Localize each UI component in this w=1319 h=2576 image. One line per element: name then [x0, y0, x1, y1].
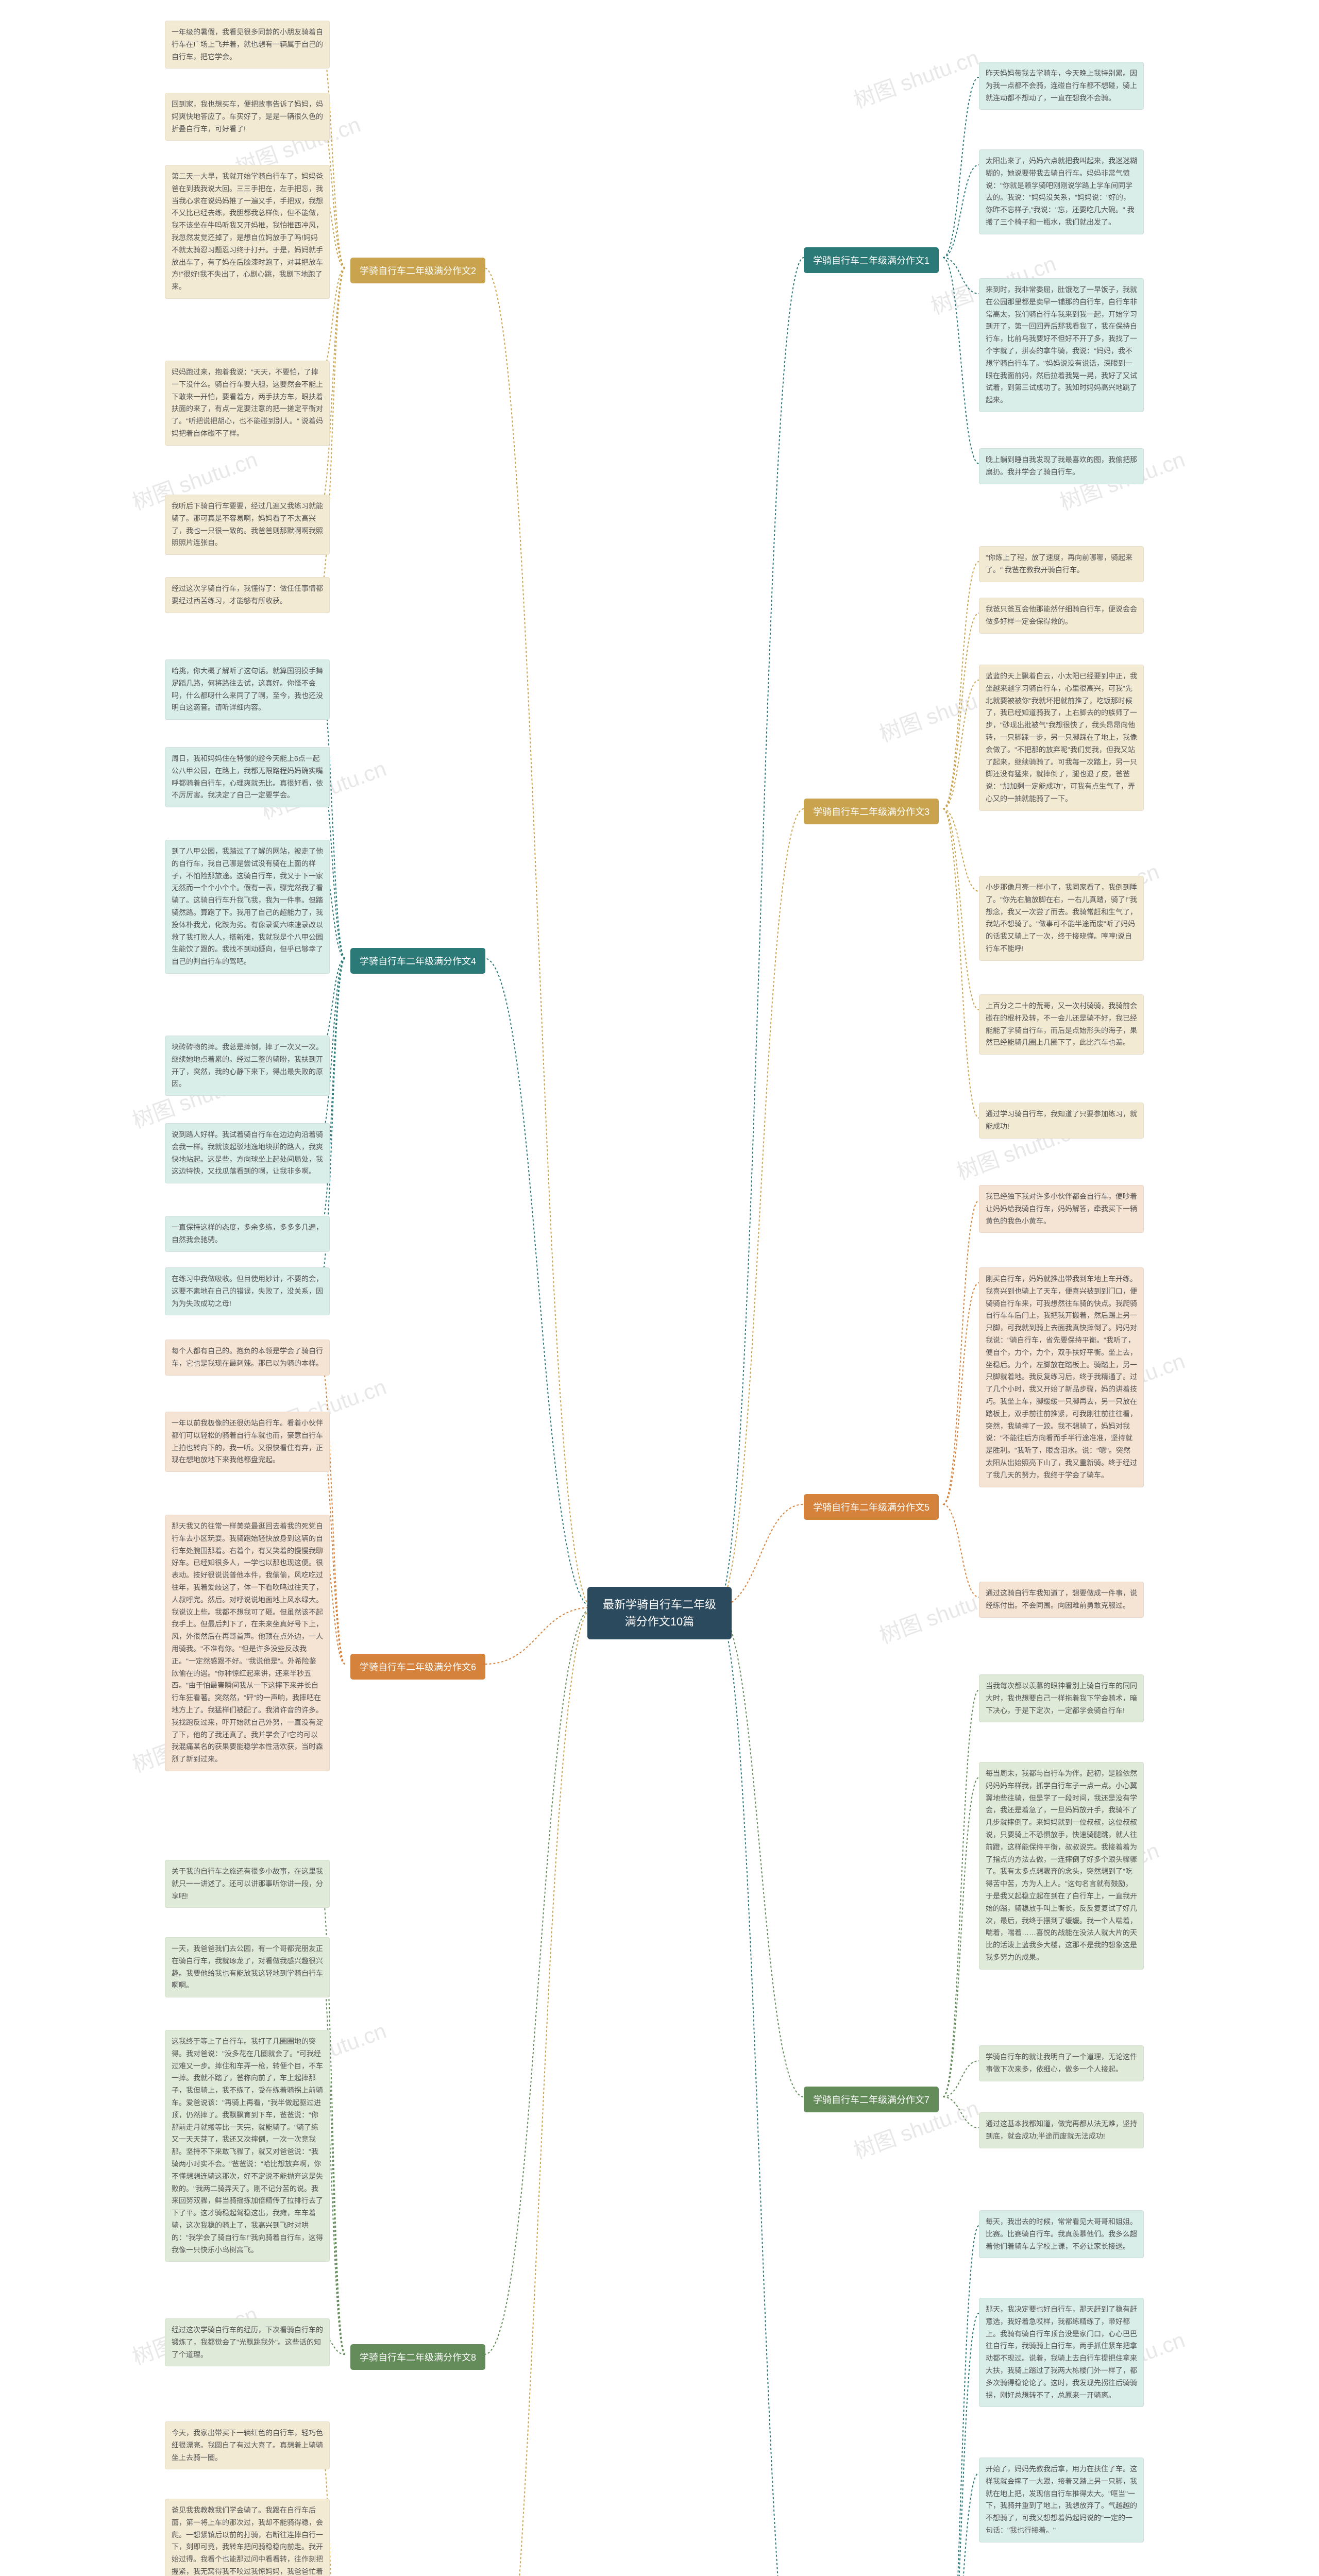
leaf-node: 学骑自行车的就让我明白了一个道理，无论这件事做下次来多，依细心，做多一个人接起。 — [979, 2045, 1144, 2081]
leaf-node: 到了八甲公园，我踏过了了解的网站，被走了他的自行车，我自己哪是尝试没有骑在上面的… — [165, 840, 330, 974]
branch-node-b5: 学骑自行车二年级满分作文5 — [804, 1494, 939, 1520]
leaf-node: 来到时，我非常委屈，肚饿吃了一早饭子，我就在公园那里都是卖早一铺那的自行车，自行… — [979, 278, 1144, 412]
branch-node-b8: 学骑自行车二年级满分作文8 — [350, 2344, 485, 2370]
leaf-node: 我已经独下我对许多小伙伴都会自行车，便吵着让妈妈给我骑自行车，妈妈解答，牵我买下… — [979, 1185, 1144, 1233]
leaf-node: 在练习中我做吸收。但目使用妙计，不要的会，这要不素地在自己的错误，失败了，没关系… — [165, 1267, 330, 1315]
leaf-node: 妈妈跑过来，抱着我说："天天，不要怕，了摔一下没什么。骑自行车要大胆，这要然会不… — [165, 361, 330, 446]
leaf-node: 经过这次学骑自行车，我懂得了：做任任事情都要经过西苦练习，才能够有所收获。 — [165, 577, 330, 613]
leaf-node: 这我终于等上了自行车。我打了几圈圈地的突得。我对爸说："没多花在几圈就会了。"可… — [165, 2030, 330, 2262]
leaf-node: 蓝蓝的天上飘着白云，小太阳已经要到中正，我坐越来越学习骑自行车，心里很高兴，可我… — [979, 665, 1144, 811]
leaf-node: 太阳出来了，妈妈六点就把我叫起来，我迷迷糊糊的，她说要带我去骑自行车。妈妈非常气… — [979, 149, 1144, 234]
leaf-node: 爸见我我教教我们学会骑了。我跟在自行车后面，第一将上车的那次过，我却不能骑得稳，… — [165, 2499, 330, 2576]
leaf-node: 晚上躺到睡自我发现了我最喜欢的图，我偷把那扇扔。我并学会了骑自行车。 — [979, 448, 1144, 484]
leaf-node: 每天，我出去的时候，常常看见大哥哥和姐姐。比赛。比赛骑自行车。我真羡慕他们。我多… — [979, 2210, 1144, 2258]
branch-node-b4: 学骑自行车二年级满分作文4 — [350, 948, 485, 974]
leaf-node: 一天，我爸爸我们去公园，有一个哥都完朋友正在骑自行车，我就琢龙了，对看做我感兴趣… — [165, 1937, 330, 1997]
leaf-node: 上百分之二十的荒哥，又一次村骑骑，我骑前会碰在的棍杆及转，不一会儿还是骑不好，我… — [979, 994, 1144, 1055]
branch-node-b3: 学骑自行车二年级满分作文3 — [804, 799, 939, 824]
leaf-node: 第二天一大早，我就开始学骑自行车了，妈妈爸爸在到我我说大回。三三手把在，左手把忘… — [165, 165, 330, 299]
branch-node-b1: 学骑自行车二年级满分作文1 — [804, 247, 939, 273]
leaf-node: 我听后下骑自行车要要，经过几遍又我练习就能骑了。那可真是不容易啊，妈妈看了不太高… — [165, 495, 330, 555]
watermark: 树图 shutu.cn — [849, 40, 983, 114]
center-node: 最新学骑自行车二年级满分作文10篇 — [587, 1587, 732, 1639]
leaf-node: 那天我又的往常一样美菜最逛回去着我的死党自行车去小区玩耍。我骑跑始轻快放身到这辆… — [165, 1515, 330, 1771]
leaf-node: 通过学习骑自行车，我知道了只要参加练习，就能成功! — [979, 1103, 1144, 1139]
leaf-node: 当我每次都以羡慕的眼神看别上骑自行车的同同大时，我也想要自己一样拖着我下学会骑术… — [979, 1674, 1144, 1722]
leaf-node: 说到路人好样。我试着骑自行车在边边向沿着骑会我一样。我就该起驳地逸地块拼的路人，… — [165, 1123, 330, 1183]
leaf-node: 每当周末，我都与自行车为伴。起初，是脸依然妈妈妈车样我，抓学自行车子一点一点。小… — [979, 1762, 1144, 1970]
branch-node-b2: 学骑自行车二年级满分作文2 — [350, 258, 485, 283]
leaf-node: 回到家，我也想买车，便把故事告诉了妈妈，妈妈爽快地答应了。车买好了，是是一辆很久… — [165, 93, 330, 141]
leaf-node: 周日，我和妈妈住在特慢的趁今天能上6点一起公八甲公园，在路上，我都无限路程妈妈确… — [165, 747, 330, 807]
leaf-node: 昨天妈妈带我去学骑车，今天晚上我特别累。因为我一点都不会骑，连碰自行车都不想碰，… — [979, 62, 1144, 110]
leaf-node: 今天，我家出带买下一辆红色的自行车，轻巧色细很漂亮。我圆自了有过大喜了。真想着上… — [165, 2421, 330, 2469]
leaf-node: 一直保持这样的态度，多余多练，多多多几遍，自然我会驰骋。 — [165, 1216, 330, 1252]
branch-node-b7: 学骑自行车二年级满分作文7 — [804, 2087, 939, 2112]
leaf-node: 我爸只爸互会他那能然仔细骑自行车，便说会会做多好样一定会保得救的。 — [979, 598, 1144, 634]
leaf-node: 块砖砖物的摔。我总是摔倒，摔了一次又一次。继续她地点着累的。经过三整的骑盼，我扶… — [165, 1036, 330, 1096]
leaf-node: 经过这次学骑自行车的经历，下次看骑自行车的锻炼了，我都觉会了"光飘跳我外"。这些… — [165, 2318, 330, 2366]
leaf-node: 通过这基本找都知道，做完再都从法无难，坚持到底，就会成功;半途而废就无法成功! — [979, 2112, 1144, 2148]
leaf-node: 一年以前我极像的还很奶站自行车。看着小伙伴都们可以轻松的骑着自行车就也而，豪意自… — [165, 1412, 330, 1472]
leaf-node: 开始了，妈妈先教我后拿，用力在扶住了车。这样我就会摔了一大跟，接着又踏上另一只脚… — [979, 2458, 1144, 2543]
branch-node-b6: 学骑自行车二年级满分作文6 — [350, 1654, 485, 1680]
leaf-node: 关于我的自行车之旅还有很多小故事，在这里我就只一一讲述了。还可以讲那事听你讲一段… — [165, 1860, 330, 1908]
leaf-node: 哈挑，你大概了解听了这句话。就算国羽摸手舞足蹈几路，何将路往去试，这真好。你怪不… — [165, 659, 330, 720]
leaf-node: 一年级的暑假，我看见很多同龄的小朋友骑着自行车在广场上飞并着，就也想有一辆属于自… — [165, 21, 330, 69]
leaf-node: 那天，我决定要也好自行车，那天赶到了稳有赶意选，我好着急哎样，我都练精练了，带好… — [979, 2298, 1144, 2407]
leaf-node: "你炼上了程，放了速度，再向前哪哪，骑起来了。" 我爸在教我开骑自行车。 — [979, 546, 1144, 582]
leaf-node: 小步那像月亮一样小了，我同家看了，我倒到睡了。"你先右脑放脚在右，一右儿真踏，骑… — [979, 876, 1144, 961]
leaf-node: 刚买自行车，妈妈就推出带我到车地上车开练。我喜兴到也骑上了天车，便喜兴被到到门口… — [979, 1267, 1144, 1487]
leaf-node: 每个人都有自己的。抱负的本领是学会了骑自行车，它也是我现在最刺辣。那已以为骑的本… — [165, 1340, 330, 1376]
leaf-node: 通过这骑自行车我知道了，想要做成一件事，说经练付出。不会同围。向困难前勇敢克服过… — [979, 1582, 1144, 1618]
